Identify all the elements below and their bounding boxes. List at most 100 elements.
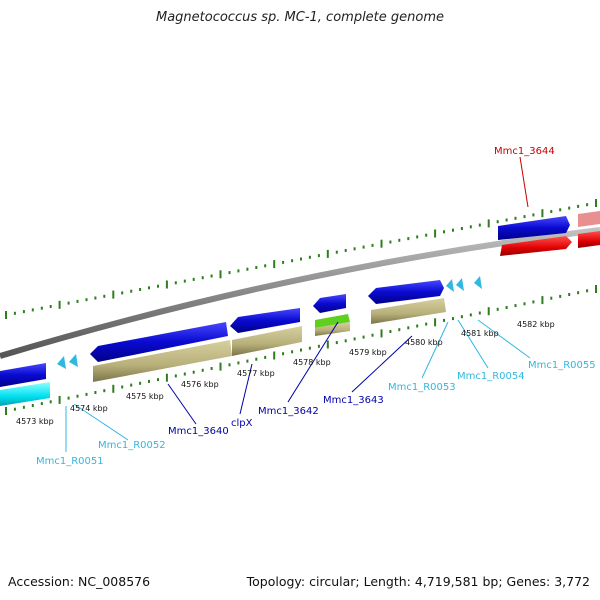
scale-major-tick xyxy=(434,229,437,238)
gene-neighbor-red-bar[interactable] xyxy=(578,231,600,248)
scale-minor-tick xyxy=(49,400,52,404)
scale-minor-tick xyxy=(210,274,213,278)
scale-minor-tick xyxy=(255,266,258,269)
scale-minor-tick xyxy=(94,391,97,394)
gene-mmc1-3644-arrow[interactable] xyxy=(498,216,570,240)
kbp-label: 4579 kbp xyxy=(349,348,387,357)
label-mmc1-r0052[interactable]: Mmc1_R0052 xyxy=(98,440,166,451)
scale-minor-tick xyxy=(586,203,589,207)
label-mmc1-3644[interactable]: Mmc1_3644 xyxy=(494,146,555,157)
scale-minor-tick xyxy=(371,243,374,247)
scale-minor-tick xyxy=(353,337,356,341)
scale-minor-tick xyxy=(201,368,204,372)
scale-minor-tick xyxy=(228,271,231,275)
gene-mmc1-3643-arrow[interactable] xyxy=(368,280,444,304)
scale-minor-tick xyxy=(568,206,571,210)
scale-minor-tick xyxy=(425,322,428,326)
scale-minor-tick xyxy=(362,245,365,249)
gene-labels: Mmc1_3644 Mmc1_3640 clpX Mmc1_3642 Mmc1_… xyxy=(36,146,596,467)
scale-minor-tick xyxy=(362,335,365,339)
scale-minor-tick xyxy=(13,311,16,315)
scale-minor-tick xyxy=(407,326,410,330)
scale-minor-tick xyxy=(398,328,401,332)
scale-major-tick xyxy=(5,407,7,415)
scale-minor-tick xyxy=(344,339,347,343)
scale-minor-tick xyxy=(291,259,294,263)
scale-minor-tick xyxy=(130,383,133,387)
rna-r0053-chevron[interactable] xyxy=(446,279,454,292)
scale-minor-tick xyxy=(148,286,150,290)
scale-minor-tick xyxy=(210,367,213,370)
label-clpx[interactable]: clpX xyxy=(231,418,253,429)
label-mmc1-r0054[interactable]: Mmc1_R0054 xyxy=(457,371,525,382)
scale-major-tick xyxy=(595,199,597,207)
scale-minor-tick xyxy=(246,267,249,271)
kbp-labels: 4573 kbp 4574 kbp 4575 kbp 4576 kbp 4577… xyxy=(16,320,555,426)
scale-minor-tick xyxy=(398,238,401,242)
leader-lines xyxy=(65,156,531,452)
scale-minor-tick xyxy=(532,300,535,304)
gene-mmc1-3642-bar[interactable] xyxy=(315,322,350,336)
scale-major-tick xyxy=(487,307,490,316)
scale-minor-tick xyxy=(103,294,106,298)
scale-minor-tick xyxy=(264,355,267,359)
scale-minor-tick xyxy=(103,389,106,393)
gene-mmc1-3640-bar[interactable] xyxy=(93,340,232,382)
label-mmc1-3640[interactable]: Mmc1_3640 xyxy=(168,426,229,437)
scale-minor-tick xyxy=(22,310,25,314)
scale-minor-tick xyxy=(317,344,320,348)
label-mmc1-3643[interactable]: Mmc1_3643 xyxy=(323,395,384,406)
scale-minor-tick xyxy=(550,210,553,213)
rna-r0055-chevron[interactable] xyxy=(474,276,482,289)
kbp-label: 4580 kbp xyxy=(405,338,443,347)
scale-major-tick xyxy=(219,270,222,279)
label-mmc1-3642[interactable]: Mmc1_3642 xyxy=(258,406,319,417)
scale-minor-tick xyxy=(174,374,177,378)
label-mmc1-r0055[interactable]: Mmc1_R0055 xyxy=(528,360,596,371)
gene-left-blue-arrow[interactable] xyxy=(0,363,46,387)
scale-major-tick xyxy=(112,384,115,393)
scale-minor-tick xyxy=(13,407,16,411)
scale-minor-tick xyxy=(121,385,124,389)
scale-minor-tick xyxy=(85,298,88,302)
lower-strand-features xyxy=(0,276,482,406)
rna-r0052-chevron[interactable] xyxy=(69,354,78,367)
scale-minor-tick xyxy=(559,208,562,212)
scale-minor-tick xyxy=(31,404,34,407)
scale-minor-tick xyxy=(478,223,481,227)
scale-major-tick xyxy=(219,362,222,371)
kbp-label: 4577 kbp xyxy=(237,369,275,378)
gene-mmc1-3644-bar[interactable] xyxy=(500,236,572,256)
gene-neighbor-light-arrow[interactable] xyxy=(578,211,600,227)
scale-minor-tick xyxy=(335,250,338,254)
scale-minor-tick xyxy=(192,370,195,374)
gene-mmc1-3642-arrow[interactable] xyxy=(313,294,346,313)
scale-minor-tick xyxy=(317,254,320,258)
scale-minor-tick xyxy=(67,301,70,305)
gene-mmc1-3640-arrow[interactable] xyxy=(90,322,228,362)
scale-minor-tick xyxy=(389,330,392,333)
gene-mmc1-3643-bar[interactable] xyxy=(371,298,446,324)
scale-minor-tick xyxy=(443,318,445,322)
rna-r0054-chevron[interactable] xyxy=(456,278,464,291)
scale-minor-tick xyxy=(371,333,374,337)
gene-left-cyan-bar[interactable] xyxy=(0,382,50,406)
scale-minor-tick xyxy=(76,299,79,303)
scale-minor-tick xyxy=(586,289,589,293)
scale-major-tick xyxy=(595,285,597,293)
scale-minor-tick xyxy=(532,213,535,217)
label-mmc1-r0051[interactable]: Mmc1_R0051 xyxy=(36,456,104,467)
gene-clpx-bar[interactable] xyxy=(232,326,302,356)
scale-minor-tick xyxy=(443,230,445,234)
scale-minor-tick xyxy=(282,352,285,356)
gene-clpx-arrow[interactable] xyxy=(230,308,300,333)
label-mmc1-r0053[interactable]: Mmc1_R0053 xyxy=(388,382,456,393)
scale-minor-tick xyxy=(139,381,142,385)
scale-minor-tick xyxy=(308,255,311,259)
scale-minor-tick xyxy=(389,240,392,244)
scale-minor-tick xyxy=(300,257,302,261)
scale-minor-tick xyxy=(344,249,347,252)
gene-mmc1-3642-misc[interactable] xyxy=(315,314,350,328)
rna-r0051-chevron[interactable] xyxy=(57,356,66,369)
